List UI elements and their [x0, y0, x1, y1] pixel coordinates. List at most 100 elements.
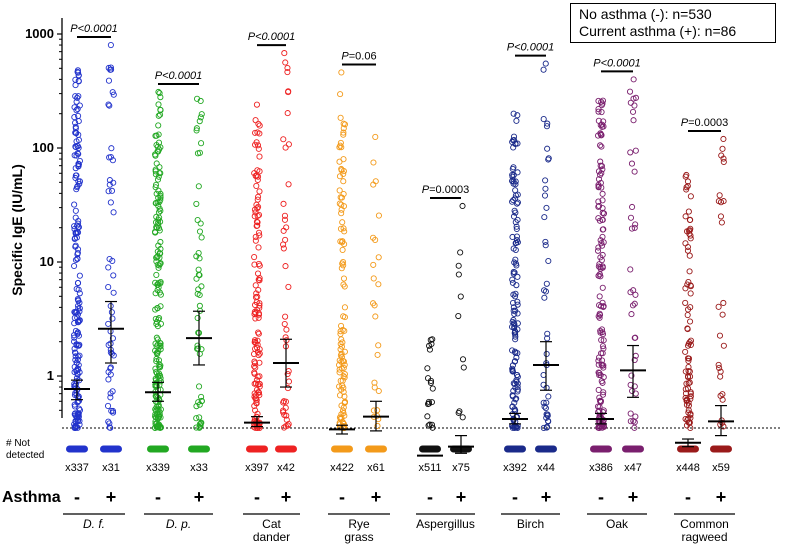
data-point [76, 102, 83, 109]
data-point [543, 123, 551, 130]
allergen-label: Birch [517, 517, 544, 531]
data-point [540, 66, 547, 73]
data-point [718, 219, 725, 226]
data-point [336, 200, 343, 207]
data-point [599, 97, 606, 104]
data-point [509, 173, 516, 180]
data-point [629, 108, 637, 115]
not-detected-marker [275, 445, 297, 453]
data-point [598, 121, 606, 128]
not-detected-count: x44 [537, 462, 555, 474]
data-point [716, 192, 723, 199]
data-point [282, 423, 289, 430]
data-point [252, 380, 259, 387]
data-point [152, 168, 159, 175]
data-point [196, 291, 203, 299]
data-point [599, 284, 606, 291]
data-point [540, 371, 547, 379]
data-point [155, 348, 162, 355]
data-point [542, 242, 549, 249]
data-point [75, 393, 82, 400]
data-point [255, 260, 262, 268]
data-point [375, 212, 382, 219]
y-tick-label: 1000 [25, 26, 54, 41]
not-detected-marker [100, 445, 122, 453]
data-point [687, 393, 694, 400]
data-point [455, 409, 462, 416]
data-point [541, 214, 548, 221]
data-point [599, 216, 606, 223]
data-point [683, 401, 690, 408]
data-point [73, 152, 80, 159]
data-point [598, 378, 605, 385]
data-point [152, 406, 159, 413]
data-point [254, 196, 261, 203]
data-point [256, 153, 263, 160]
data-point [73, 186, 80, 193]
data-point [460, 364, 467, 371]
data-point [71, 262, 78, 270]
data-point [510, 213, 518, 220]
data-point [76, 290, 83, 297]
not-detected-marker [365, 445, 387, 453]
data-point [285, 283, 292, 290]
data-point [685, 357, 692, 365]
data-point [71, 338, 78, 345]
data-point [427, 336, 434, 344]
data-point [510, 133, 518, 140]
data-point [514, 298, 521, 305]
data-point [510, 180, 517, 187]
data-point [152, 181, 160, 188]
data-point [541, 403, 548, 410]
allergen-group: x392 - x44 + P<0.0001 Birch [501, 42, 560, 531]
data-point [75, 353, 82, 360]
data-point [600, 123, 607, 130]
data-point [372, 313, 379, 320]
data-point [194, 342, 201, 349]
data-point [596, 217, 603, 224]
data-point [424, 365, 431, 372]
data-point [76, 272, 83, 279]
data-point [76, 157, 83, 165]
data-point [543, 280, 550, 287]
data-point [337, 142, 344, 149]
data-point [157, 378, 164, 385]
asthma-minus-sign: - [254, 487, 260, 507]
data-point [252, 129, 259, 136]
data-point [254, 142, 262, 149]
data-point [540, 381, 547, 388]
data-point [375, 342, 382, 349]
data-point [455, 262, 462, 269]
not-detected-count: x511 [418, 462, 441, 474]
data-point [686, 373, 694, 380]
data-point [545, 156, 552, 163]
data-point [155, 357, 163, 364]
data-point [542, 238, 549, 245]
data-point [514, 239, 521, 246]
data-point [109, 335, 116, 342]
data-point [600, 362, 607, 369]
data-point [628, 160, 636, 167]
data-point [156, 90, 163, 97]
data-point [155, 209, 163, 216]
data-point [157, 190, 164, 197]
data-point [337, 194, 344, 201]
data-point [75, 93, 82, 100]
not-detected-marker [147, 445, 169, 453]
data-point [251, 363, 258, 370]
data-point [630, 76, 637, 83]
data-point [337, 377, 344, 384]
data-point [153, 414, 160, 421]
asthma-plus-sign: + [281, 487, 292, 507]
data-point [600, 226, 607, 233]
data-point [374, 407, 381, 414]
data-point [251, 254, 258, 261]
data-point [631, 168, 638, 175]
data-point [155, 424, 162, 431]
data-point [105, 284, 112, 291]
data-point [627, 289, 634, 296]
data-point [251, 360, 259, 367]
data-point [280, 245, 287, 252]
data-point [251, 424, 258, 431]
data-point [152, 347, 159, 354]
